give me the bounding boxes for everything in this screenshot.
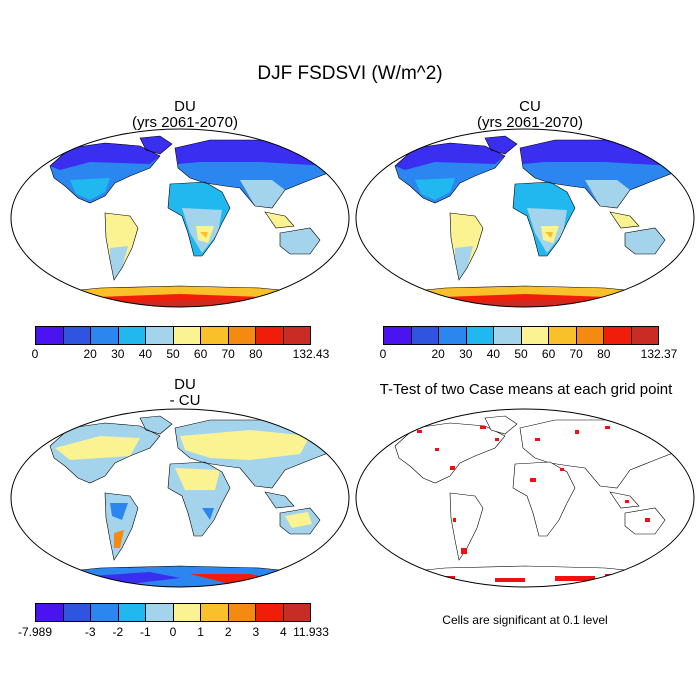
- colorbar-tick-label: 4: [280, 625, 287, 639]
- colorbar-segment: [118, 327, 146, 344]
- colorbar-tick-label: 132.43: [292, 347, 330, 361]
- colorbar-tick-label: 132.37: [640, 347, 678, 361]
- colorbar-segment: [201, 327, 229, 344]
- colorbar-segment: [283, 327, 310, 344]
- colorbar-segment: [439, 327, 467, 344]
- colorbar-du-ticks: 0 20 30 40 50 60 70 80 132.43: [31, 347, 330, 361]
- colorbar-segment: [466, 327, 494, 344]
- colorbar-segment: [521, 327, 549, 344]
- colorbar-segment: [228, 327, 256, 344]
- colorbar-diff-ticks: -7.989 -3 -2 -1 0 1 2 3 4 11.933: [18, 625, 329, 639]
- map-diff: [10, 408, 350, 588]
- colorbar-segment: [63, 327, 91, 344]
- colorbar-tick-label: 30: [111, 347, 125, 361]
- colorbar-segment: [549, 327, 577, 344]
- colorbar-tick-label: 20: [431, 347, 445, 361]
- colorbar-segment: [146, 327, 174, 344]
- colorbar-tick-label: 0: [379, 347, 387, 361]
- colorbar-tick-label: 30: [459, 347, 473, 361]
- colorbar-diff: [35, 603, 311, 622]
- colorbar-tick-label: -2: [112, 625, 124, 639]
- colorbar-segment: [118, 604, 146, 621]
- figure-title: DJF FSDSVI (W/m^2): [257, 63, 443, 84]
- panel-du-title: DU (yrs 2061-2070): [40, 99, 330, 131]
- colorbar-tick-label: -3: [84, 625, 96, 639]
- panel-diff-title-line2: - CU: [169, 392, 201, 409]
- colorbar-segment: [604, 327, 632, 344]
- map-cu: [355, 128, 695, 308]
- panel-diff-title: DU - CU: [40, 377, 330, 409]
- colorbar-segment: [228, 604, 256, 621]
- panel-diff-title-line1: DU: [174, 376, 196, 393]
- colorbar-tick-label: 40: [486, 347, 501, 361]
- map-ttest: [355, 408, 695, 588]
- colorbar-segment: [411, 327, 439, 344]
- colorbar-tick-label: 20: [83, 347, 97, 361]
- colorbar-segment: [283, 604, 310, 621]
- colorbar-tick-label: -1: [140, 625, 151, 639]
- panel-du-title-line2: (yrs 2061-2070): [132, 114, 238, 131]
- colorbar-segment: [494, 327, 522, 344]
- colorbar-segment: [201, 604, 229, 621]
- significance-note: Cells are significant at 0.1 level: [442, 613, 608, 627]
- colorbar-tick-label: 11.933: [293, 625, 329, 639]
- colorbar-tick-label: 1: [197, 625, 204, 639]
- colorbar-segment: [63, 604, 91, 621]
- colorbar-segment: [146, 604, 174, 621]
- colorbar-tick-label: 70: [569, 347, 583, 361]
- colorbar-segment: [91, 327, 119, 344]
- colorbar-tick-label: 80: [597, 347, 611, 361]
- colorbar-segment: [91, 604, 119, 621]
- colorbar-segment: [256, 327, 284, 344]
- colorbar-segment: [256, 604, 284, 621]
- colorbar-tick-label: 3: [252, 625, 260, 639]
- colorbar-segment: [631, 327, 658, 344]
- colorbar-tick-label: 80: [249, 347, 263, 361]
- panel-ttest-title: T-Test of two Case means at each grid po…: [379, 381, 673, 398]
- colorbar-cu: [383, 326, 659, 345]
- colorbar-tick-label: 0: [31, 347, 39, 361]
- colorbar-segment: [173, 604, 201, 621]
- colorbar-tick-label: 40: [138, 347, 153, 361]
- colorbar-tick-label: 60: [193, 347, 208, 361]
- colorbar-du: [35, 326, 311, 345]
- colorbar-segment: [384, 327, 412, 344]
- map-du: [10, 128, 350, 308]
- colorbar-tick-label: 0: [169, 625, 177, 639]
- colorbar-tick-label: 60: [541, 347, 556, 361]
- colorbar-tick-label: 50: [514, 347, 528, 361]
- panel-cu-title: CU (yrs 2061-2070): [385, 99, 675, 131]
- colorbar-tick-label: -7.989: [17, 625, 53, 639]
- colorbar-tick-label: 50: [166, 347, 180, 361]
- panel-cu-title-line2: (yrs 2061-2070): [477, 114, 583, 131]
- colorbar-tick-label: 70: [221, 347, 235, 361]
- colorbar-cu-ticks: 0 20 30 40 50 60 70 80 132.37: [379, 347, 678, 361]
- colorbar-segment: [36, 327, 64, 344]
- colorbar-segment: [173, 327, 201, 344]
- colorbar-segment: [36, 604, 64, 621]
- colorbar-segment: [576, 327, 604, 344]
- panel-cu-title-line1: CU: [519, 98, 541, 115]
- panel-du-title-line1: DU: [174, 98, 196, 115]
- colorbar-tick-label: 2: [224, 625, 232, 639]
